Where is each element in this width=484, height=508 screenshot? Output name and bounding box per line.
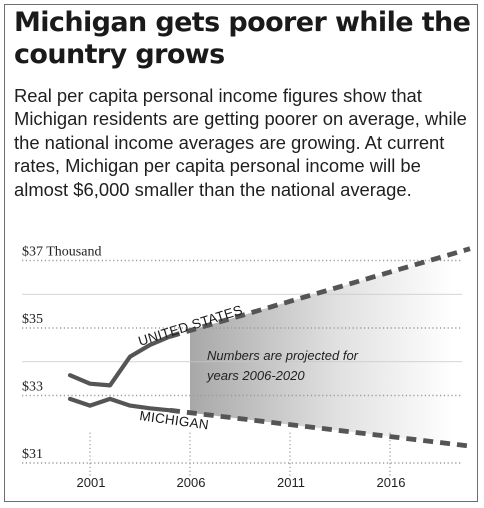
y-tick-label: $37 Thousand (22, 245, 101, 260)
projection-region (190, 253, 454, 445)
united-states-line (67, 334, 173, 388)
y-tick-label: $35 (22, 312, 43, 327)
chart-title: Michigan gets poorer while the country g… (14, 7, 471, 70)
y-tick-label: $33 (22, 380, 43, 395)
x-tick-label: 2006 (177, 475, 206, 490)
x-tick-label: 2016 (377, 475, 406, 490)
michigan-line (67, 396, 173, 413)
x-tick-label: 2001 (77, 475, 106, 490)
projection-note-line2: years 2006-2020 (206, 368, 305, 383)
x-tick-label: 2011 (277, 475, 305, 490)
projection-note-line1: Numbers are projected for (207, 348, 359, 363)
y-tick-label: $31 (22, 447, 43, 462)
chart-subtitle: Real per capita personal income figures … (14, 85, 467, 200)
united-states-projected-line (169, 246, 471, 339)
